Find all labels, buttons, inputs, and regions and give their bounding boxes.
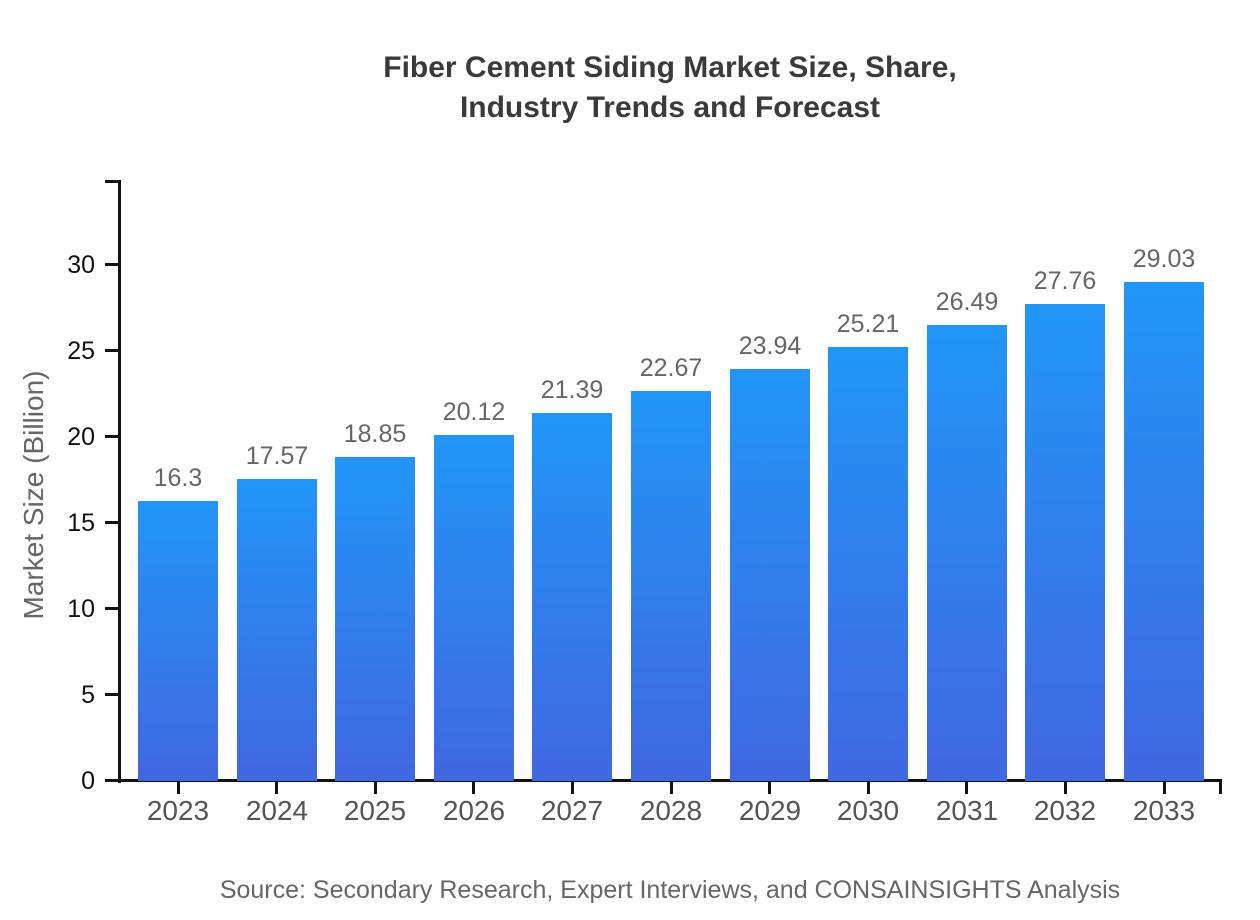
bar-2030 [828, 347, 908, 781]
bar-2024 [237, 479, 317, 781]
y-tick-mark [105, 263, 118, 266]
x-tick-mark [374, 781, 377, 794]
y-tick-mark [105, 607, 118, 610]
bar-2031 [927, 325, 1007, 781]
x-axis-end-cap [1219, 779, 1222, 794]
y-axis-top-cap [105, 180, 121, 183]
bar-2029 [730, 369, 810, 781]
x-category-label: 2031 [935, 795, 999, 826]
x-tick-mark [275, 781, 278, 794]
bar-value-label: 21.39 [540, 376, 604, 404]
y-tick-label: 15 [67, 509, 95, 537]
bar-value-label: 26.49 [935, 288, 999, 316]
y-tick-label: 5 [81, 681, 95, 709]
bar-value-label: 22.67 [639, 354, 703, 382]
x-category-label: 2030 [836, 795, 900, 826]
x-category-label: 2026 [442, 795, 506, 826]
bar-value-label: 29.03 [1132, 245, 1196, 273]
y-tick-mark [105, 349, 118, 352]
y-tick-mark [105, 521, 118, 524]
bar-2032 [1025, 304, 1105, 781]
y-tick-label: 20 [67, 423, 95, 451]
y-axis-line [118, 180, 121, 783]
x-category-label: 2029 [738, 795, 802, 826]
y-tick-label: 10 [67, 595, 95, 623]
bar-2028 [631, 391, 711, 781]
y-tick-mark [105, 779, 118, 782]
x-tick-mark [768, 781, 771, 794]
bar-2025 [335, 457, 415, 781]
bar-value-label: 16.3 [153, 464, 203, 492]
x-tick-mark [1163, 781, 1166, 794]
y-tick-mark [105, 693, 118, 696]
bar-value-label: 25.21 [836, 310, 900, 338]
y-tick-mark [105, 435, 118, 438]
y-tick-label: 30 [67, 251, 95, 279]
x-category-label: 2025 [343, 795, 407, 826]
x-tick-mark [867, 781, 870, 794]
chart-title-line-2: Industry Trends and Forecast [459, 91, 881, 124]
bar-value-label: 17.57 [245, 442, 309, 470]
x-category-label: 2027 [540, 795, 604, 826]
bar-value-label: 23.94 [738, 332, 802, 360]
bar-value-label: 18.85 [343, 420, 407, 448]
bar-value-label: 27.76 [1033, 267, 1097, 295]
x-category-label: 2024 [245, 795, 309, 826]
y-tick-label: 0 [81, 767, 95, 795]
bar-2026 [434, 435, 514, 781]
bar-2033 [1124, 282, 1204, 781]
chart-title-line-1: Fiber Cement Siding Market Size, Share, [383, 51, 957, 84]
chart-title: Fiber Cement Siding Market Size, Share, … [118, 48, 1222, 128]
x-category-label: 2028 [639, 795, 703, 826]
bar-value-label: 20.12 [442, 398, 506, 426]
bar-2027 [532, 413, 612, 781]
x-tick-mark [472, 781, 475, 794]
x-category-label: 2023 [146, 795, 210, 826]
x-tick-mark [965, 781, 968, 794]
bar-2023 [138, 501, 218, 781]
x-tick-mark [571, 781, 574, 794]
x-category-label: 2032 [1033, 795, 1097, 826]
x-category-label: 2033 [1132, 795, 1196, 826]
x-tick-mark [177, 781, 180, 794]
y-tick-label: 25 [67, 337, 95, 365]
x-tick-mark [670, 781, 673, 794]
x-tick-mark [1064, 781, 1067, 794]
source-note: Source: Secondary Research, Expert Inter… [219, 876, 1121, 904]
